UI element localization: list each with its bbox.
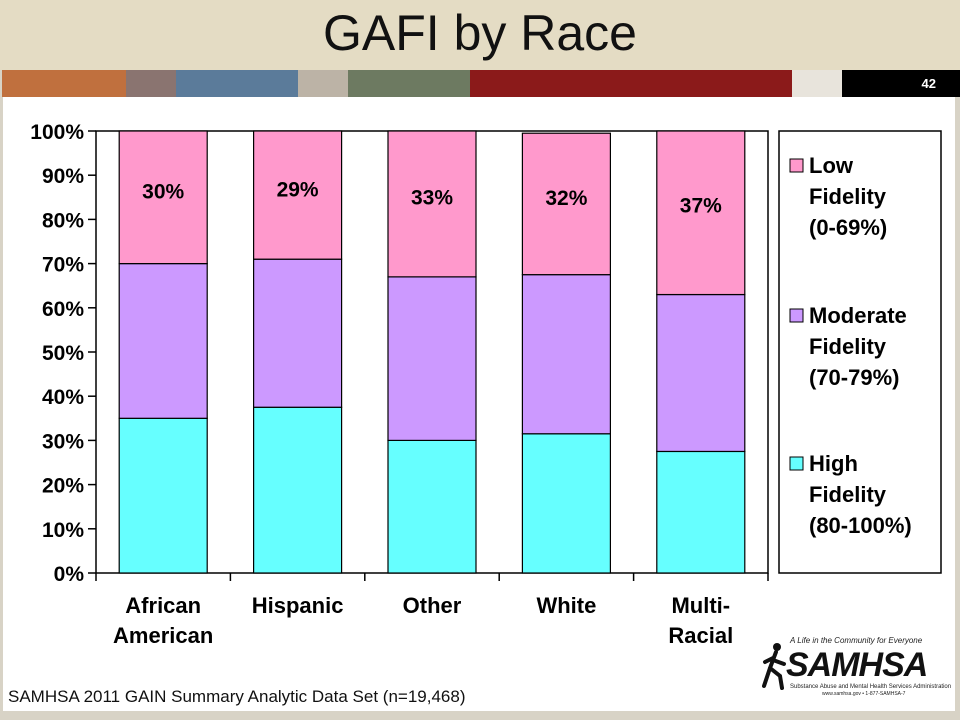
data-label: 30%: [142, 181, 184, 204]
x-category-label: Racial: [668, 623, 733, 648]
bar-segment: [656, 450, 746, 574]
samhsa-logo: A Life in the Community for Everyone SAM…: [762, 636, 951, 698]
logo-url: www.samhsa.gov • 1-877-SAMHSA-7: [822, 691, 906, 697]
stripe-segment: [842, 70, 960, 97]
source-note: SAMHSA 2011 GAIN Summary Analytic Data S…: [8, 687, 466, 706]
legend-label: Fidelity: [809, 334, 887, 359]
logo-wordmark: SAMHSA: [786, 646, 928, 684]
bar-segment: [387, 276, 477, 441]
legend-label: (0-69%): [809, 215, 887, 240]
page-number-bottom: 42: [913, 698, 926, 710]
data-label: 37%: [680, 195, 722, 218]
bar-segment: [118, 417, 208, 574]
stripe-segment: [2, 70, 126, 97]
data-label: 32%: [545, 187, 587, 210]
y-tick-label: 0%: [54, 563, 85, 586]
x-category-label: Hispanic: [252, 593, 344, 618]
y-tick-label: 50%: [42, 342, 84, 365]
bar-segment: [521, 274, 612, 435]
bar-segment: [253, 130, 343, 260]
slide-title: GAFI by Race: [323, 5, 637, 61]
page-number-top: 42: [921, 76, 936, 91]
y-tick-label: 70%: [42, 254, 84, 277]
title-bar: [0, 0, 960, 70]
legend-label: (70-79%): [809, 365, 899, 390]
legend-swatch: [789, 456, 804, 471]
bar-segment: [521, 132, 612, 276]
stripe-segment: [348, 70, 470, 97]
y-tick-label: 90%: [42, 165, 84, 188]
x-category-label: White: [536, 593, 596, 618]
running-figure-icon: [762, 643, 786, 690]
legend-swatch: [789, 308, 804, 323]
logo-tagline: A Life in the Community for Everyone: [790, 636, 923, 645]
x-category-label: African: [125, 593, 201, 618]
data-label: 29%: [277, 179, 319, 202]
data-label: 33%: [411, 187, 453, 210]
x-category-label: American: [113, 623, 213, 648]
bar-segment: [118, 130, 208, 265]
bar-segment: [253, 258, 343, 408]
bar-segment: [656, 130, 746, 296]
bar-segment: [521, 433, 612, 574]
bar-segment: [656, 293, 746, 453]
bar-segment: [387, 130, 477, 278]
y-tick-label: 100%: [30, 121, 84, 144]
bar-segment: [253, 406, 343, 574]
legend-label: (80-100%): [809, 513, 912, 538]
y-tick-label: 80%: [42, 209, 84, 232]
legend-box: [778, 130, 942, 574]
legend-swatch: [789, 158, 804, 173]
legend-label: High: [809, 451, 858, 476]
x-category-label: Multi-: [671, 593, 730, 618]
y-tick-label: 60%: [42, 298, 84, 321]
stripe-segment: [470, 70, 792, 97]
legend-label: Fidelity: [809, 184, 887, 209]
y-tick-label: 10%: [42, 519, 84, 542]
y-tick-label: 40%: [42, 386, 84, 409]
stripe-segment: [126, 70, 176, 97]
bar-segment: [387, 439, 477, 574]
stacked-bar-chart: 0% 10% 20% 30% 40% 50% 60% 70% 80% 90% 100% 30% Afri…: [30, 121, 942, 648]
x-category-label: Other: [403, 593, 462, 618]
legend-label: Low: [809, 153, 854, 178]
chart-area: 0% 10% 20% 30% 40% 50% 60% 70% 80% 90% 100% 30% Afri…: [3, 97, 955, 711]
stripe-segment: [176, 70, 298, 97]
y-tick-label: 20%: [42, 475, 84, 498]
y-tick-label: 30%: [42, 430, 84, 453]
stripe-segment: [792, 70, 842, 97]
bar-segment: [118, 263, 208, 419]
legend-label: Fidelity: [809, 482, 887, 507]
logo-subtitle: Substance Abuse and Mental Health Servic…: [790, 684, 952, 690]
stripe-segment: [298, 70, 348, 97]
legend-label: Moderate: [809, 303, 907, 328]
